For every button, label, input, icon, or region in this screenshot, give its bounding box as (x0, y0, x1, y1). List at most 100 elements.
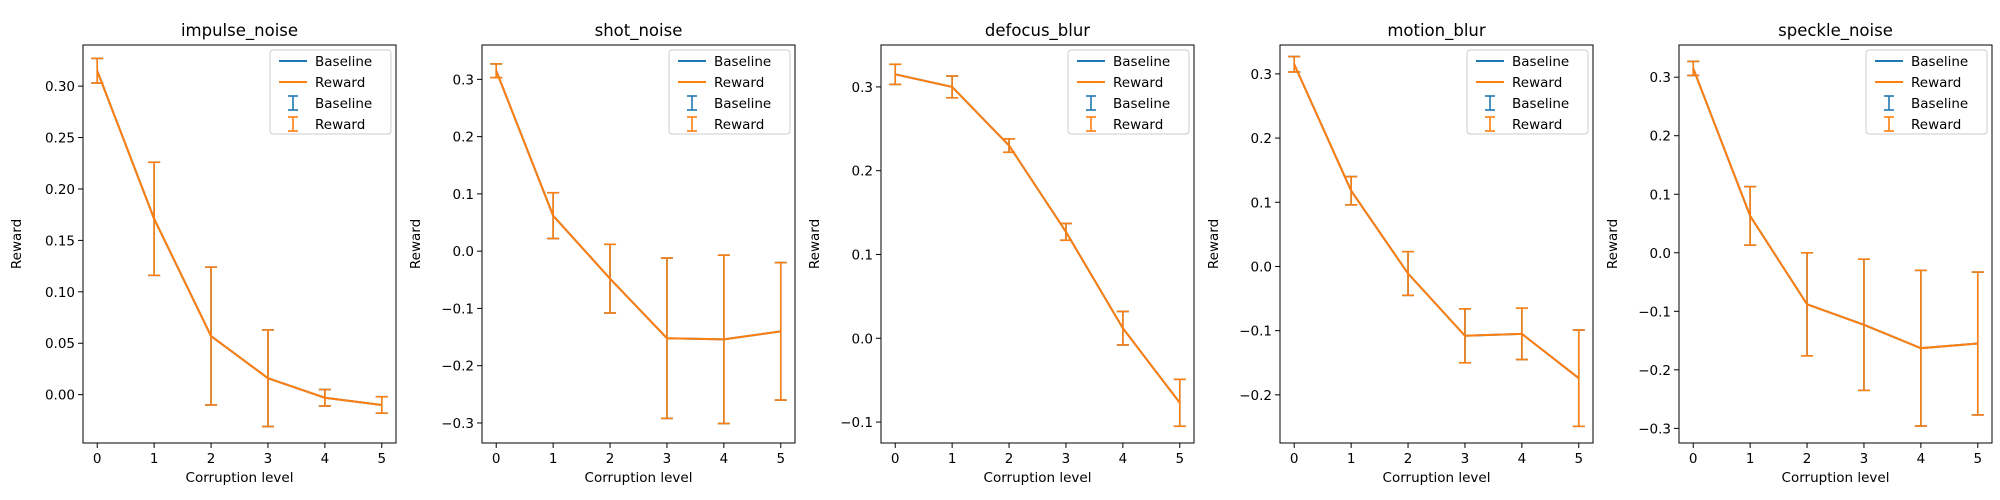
axes-frame (481, 44, 796, 444)
legend: Baseline Reward Baseline Reward (269, 49, 392, 135)
y-tick-label: 0.30 (45, 79, 75, 95)
y-tick-label: 0.2 (453, 130, 474, 146)
legend-label: Reward (714, 117, 764, 133)
y-tick-label: 0.05 (45, 336, 75, 352)
chart-panel-speckle-noise: speckle_noise 0 1 2 3 4 5 −0.3 −0.2 −0.1 0.0 0.1 0.2… (1605, 21, 1993, 486)
y-tick-label: 0.0 (1251, 259, 1272, 275)
legend-label: Baseline (315, 96, 372, 112)
series-line (96, 70, 382, 406)
x-tick-label: 1 (1746, 451, 1755, 467)
legend-label: Reward (1113, 75, 1163, 91)
x-tick-label: 2 (1803, 451, 1812, 467)
y-tick-label: −0.2 (441, 359, 474, 375)
chart-title: motion_blur (1387, 21, 1486, 41)
y-tick-label: 0.3 (1650, 70, 1671, 86)
y-tick-label: 0.25 (45, 131, 75, 147)
legend-label: Baseline (315, 54, 372, 70)
x-tick-label: 5 (377, 451, 386, 467)
x-tick-label: 4 (1917, 451, 1926, 467)
y-tick-label: 0.1 (1650, 187, 1671, 203)
x-tick-label: 0 (891, 451, 900, 467)
x-tick-label: 5 (1175, 451, 1184, 467)
y-axis-label: Reward (1605, 219, 1621, 269)
series-line (1692, 68, 1978, 350)
axes-frame (1279, 44, 1594, 444)
x-tick-label: 3 (1860, 451, 1869, 467)
series-line (895, 73, 1181, 404)
legend-box (1067, 49, 1190, 135)
y-tick-label: 0.1 (1251, 195, 1272, 211)
y-tick-label: −0.3 (441, 416, 474, 432)
legend: Baseline Reward Baseline Reward (668, 49, 791, 135)
x-tick-label: 1 (150, 451, 159, 467)
chart-title: speckle_noise (1778, 21, 1893, 41)
x-tick-label: 3 (1062, 451, 1071, 467)
x-tick-label: 0 (1290, 451, 1299, 467)
axes-frame (880, 44, 1195, 444)
x-tick-label: 5 (1973, 451, 1982, 467)
legend-label: Reward (315, 75, 365, 91)
legend-label: Reward (1911, 117, 1961, 133)
axes-frame (82, 44, 397, 444)
y-tick-label: 0.00 (45, 388, 75, 404)
y-tick-label: −0.1 (441, 301, 474, 317)
x-axis-label: Corruption level (585, 470, 693, 486)
y-tick-label: 0.10 (45, 285, 75, 301)
axes-frame (1678, 44, 1993, 444)
y-tick-label: 0.1 (852, 247, 873, 263)
y-axis-label: Reward (9, 219, 25, 269)
x-axis-label: Corruption level (984, 470, 1092, 486)
chart-title: defocus_blur (985, 21, 1090, 41)
y-tick-label: 0.3 (453, 72, 474, 88)
y-axis-label: Reward (807, 219, 823, 269)
x-tick-label: 4 (1518, 451, 1527, 467)
chart-panel-impulse-noise: impulse_noise 0 1 2 3 4 5 0.00 0.05 0.10 0.15 0.20 0… (9, 21, 397, 486)
legend-label: Reward (714, 75, 764, 91)
y-tick-label: −0.1 (840, 415, 873, 431)
legend-label: Reward (1113, 117, 1163, 133)
y-tick-label: −0.1 (1638, 304, 1671, 320)
x-tick-label: 1 (1347, 451, 1356, 467)
y-tick-label: 0.1 (453, 187, 474, 203)
chart-panel-motion-blur: motion_blur 0 1 2 3 4 5 −0.2 −0.1 0.0 0.1 0.2 0.3 Cor… (1206, 21, 1594, 486)
y-tick-label: −0.3 (1638, 421, 1671, 437)
chart-panel-shot-noise: shot_noise 0 1 2 3 4 5 −0.3 −0.2 −0.1 0.0 0.1 0.2 0.3… (408, 21, 796, 486)
chart-title: shot_noise (595, 21, 683, 41)
y-tick-label: 0.2 (1251, 131, 1272, 147)
y-tick-label: 0.2 (1650, 129, 1671, 145)
legend-label: Baseline (714, 96, 771, 112)
x-tick-label: 3 (1461, 451, 1470, 467)
series-reward (1687, 60, 1984, 427)
x-tick-label: 2 (207, 451, 216, 467)
y-tick-label: 0.3 (1251, 67, 1272, 83)
y-tick-label: −0.2 (1239, 388, 1272, 404)
legend-label: Baseline (1911, 54, 1968, 70)
x-axis-label: Corruption level (186, 470, 294, 486)
x-tick-label: 5 (776, 451, 785, 467)
y-tick-label: 0.0 (852, 331, 873, 347)
series-line (495, 70, 781, 341)
x-tick-label: 4 (321, 451, 330, 467)
legend: Baseline Reward Baseline Reward (1865, 49, 1988, 135)
legend-box (668, 49, 791, 135)
legend-label: Reward (1911, 75, 1961, 91)
legend-label: Baseline (1113, 96, 1170, 112)
legend: Baseline Reward Baseline Reward (1466, 49, 1589, 135)
y-tick-label: 0.3 (852, 80, 873, 96)
y-tick-label: 0.20 (45, 182, 75, 198)
series-reward (1288, 55, 1585, 428)
legend-label: Baseline (714, 54, 771, 70)
legend-box (269, 49, 392, 135)
y-axis-label: Reward (1206, 219, 1222, 269)
legend-label: Baseline (1113, 54, 1170, 70)
series-reward (889, 63, 1186, 428)
x-axis-label: Corruption level (1383, 470, 1491, 486)
y-tick-label: 0.2 (852, 164, 873, 180)
x-tick-label: 0 (93, 451, 102, 467)
x-tick-label: 1 (549, 451, 558, 467)
y-tick-label: 0.0 (453, 244, 474, 260)
legend-label: Baseline (1512, 54, 1569, 70)
x-tick-label: 0 (1689, 451, 1698, 467)
y-tick-label: 0.0 (1650, 246, 1671, 262)
